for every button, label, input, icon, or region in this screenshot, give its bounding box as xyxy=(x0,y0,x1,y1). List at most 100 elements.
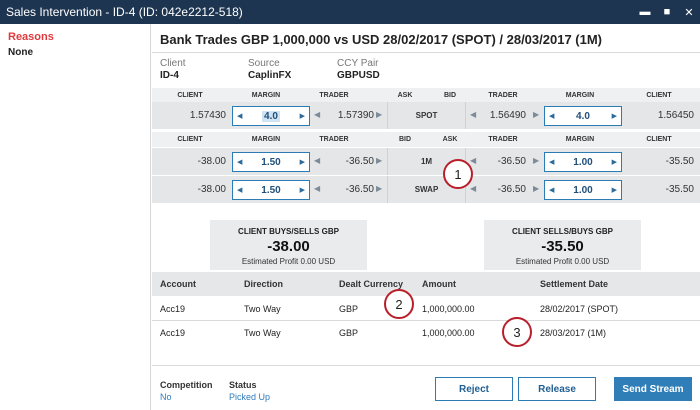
decrement-icon[interactable]: ◀ xyxy=(314,156,321,165)
settlement-cell: 28/02/2017 (SPOT) xyxy=(540,304,619,314)
table-row[interactable]: Acc19 Two Way GBP 1,000,000.00 28/03/201… xyxy=(152,321,700,344)
spot-trader-ask: 1.57390 xyxy=(337,110,374,121)
ccy-pair-value: GBPUSD xyxy=(337,70,380,81)
m1-trader-right: -36.50 xyxy=(497,156,526,167)
reject-button[interactable]: Reject xyxy=(435,377,513,401)
spot-label: SPOT xyxy=(415,111,438,120)
decrement-icon[interactable]: ◀ xyxy=(470,110,477,119)
divider xyxy=(387,176,388,203)
swap-trader-right: -36.50 xyxy=(497,184,526,195)
release-button[interactable]: Release xyxy=(518,377,596,401)
minimize-icon[interactable]: ▬ xyxy=(639,6,651,18)
competition-label: Competition xyxy=(160,380,213,390)
divider xyxy=(465,176,466,203)
increment-icon[interactable]: ▶ xyxy=(376,184,383,193)
m1-margin-right-value[interactable]: 1.00 xyxy=(573,156,593,168)
decrement-icon[interactable]: ◀ xyxy=(237,159,243,166)
currency-cell: GBP xyxy=(339,328,359,338)
client-sells-buys-summary: CLIENT SELLS/BUYS GBP -35.50 Estimated P… xyxy=(484,220,641,270)
direction-cell: Two Way xyxy=(244,328,281,338)
swap-margin-right-value[interactable]: 1.00 xyxy=(573,184,593,196)
spot-client-bid: 1.56450 xyxy=(657,110,694,121)
decrement-icon[interactable]: ◀ xyxy=(549,187,555,194)
spot-margin-ask-stepper[interactable]: ◀ 4.0 ▶ xyxy=(232,106,310,126)
ccy-pair-label: CCY Pair xyxy=(337,58,379,69)
summary-value: -35.50 xyxy=(541,238,584,255)
m1-trader-left: -36.50 xyxy=(345,156,374,167)
account-cell: Acc19 xyxy=(160,328,186,338)
col-dealt-currency: Dealt Currency xyxy=(339,279,404,289)
divider xyxy=(465,102,466,129)
col-ask: ASK xyxy=(442,136,458,143)
swap-margin-right-stepper[interactable]: ◀ 1.00 ▶ xyxy=(544,180,622,200)
decrement-icon[interactable]: ◀ xyxy=(549,159,555,166)
spot-margin-bid-value[interactable]: 4.0 xyxy=(576,110,590,122)
m1-client-right: -35.50 xyxy=(665,156,694,167)
increment-icon[interactable]: ▶ xyxy=(611,159,617,166)
swap-margin-left-stepper[interactable]: ◀ 1.50 ▶ xyxy=(232,180,310,200)
summary-profit: Estimated Profit 0.00 USD xyxy=(241,257,336,266)
swap-margin-left-value[interactable]: 1.50 xyxy=(261,184,281,196)
increment-icon[interactable]: ▶ xyxy=(533,184,540,193)
spot-margin-bid-stepper[interactable]: ◀ 4.0 ▶ xyxy=(544,106,622,126)
spot-margin-ask-value[interactable]: 4.0 xyxy=(262,110,280,122)
summary-profit: Estimated Profit 0.00 USD xyxy=(515,257,610,266)
increment-icon[interactable]: ▶ xyxy=(299,159,305,166)
summary-title: CLIENT SELLS/BUYS GBP xyxy=(512,227,613,236)
window-title: Sales Intervention - ID-4 (ID: 042e2212-… xyxy=(6,5,243,19)
client-value: ID-4 xyxy=(160,70,179,81)
swap-client-right: -35.50 xyxy=(665,184,694,195)
increment-icon[interactable]: ▶ xyxy=(611,187,617,194)
divider xyxy=(387,102,388,129)
source-value: CaplinFX xyxy=(248,70,292,81)
increment-icon[interactable]: ▶ xyxy=(533,110,540,119)
increment-icon[interactable]: ▶ xyxy=(533,156,540,165)
callout-marker: 3 xyxy=(502,317,532,347)
m1-margin-right-stepper[interactable]: ◀ 1.00 ▶ xyxy=(544,152,622,172)
status-value: Picked Up xyxy=(229,392,271,402)
client-buys-sells-summary: CLIENT BUYS/SELLS GBP -38.00 Estimated P… xyxy=(210,220,367,270)
decrement-icon[interactable]: ◀ xyxy=(237,113,243,120)
decrement-icon[interactable]: ◀ xyxy=(314,184,321,193)
col-ask: ASK xyxy=(397,92,413,99)
amount-cell: 1,000,000.00 xyxy=(422,328,475,338)
increment-icon[interactable]: ▶ xyxy=(376,110,383,119)
title-bar: Sales Intervention - ID-4 (ID: 042e2212-… xyxy=(0,0,700,24)
send-stream-button[interactable]: Send Stream xyxy=(614,377,692,401)
decrement-icon[interactable]: ◀ xyxy=(470,184,477,193)
direction-cell: Two Way xyxy=(244,304,281,314)
spot-header-row: CLIENT MARGIN TRADER ASK BID TRADER MARG… xyxy=(152,88,700,103)
swap-row: -38.00 ◀ 1.50 ▶ ◀ -36.50 ▶ SWAP ◀ -36.50… xyxy=(152,176,700,203)
increment-icon[interactable]: ▶ xyxy=(299,187,305,194)
table-row[interactable]: Acc19 Two Way GBP 1,000,000.00 28/02/201… xyxy=(152,297,700,320)
currency-cell: GBP xyxy=(339,304,359,314)
account-cell: Acc19 xyxy=(160,304,186,314)
one-month-row: -38.00 ◀ 1.50 ▶ ◀ -36.50 ▶ 1M ◀ -36.50 ▶… xyxy=(152,148,700,175)
maximize-icon[interactable]: ■ xyxy=(663,6,671,18)
col-trader: TRADER xyxy=(488,136,518,143)
col-settlement-date: Settlement Date xyxy=(540,279,609,289)
decrement-icon[interactable]: ◀ xyxy=(314,110,321,119)
summary-value: -38.00 xyxy=(267,238,310,255)
col-client: CLIENT xyxy=(177,92,203,99)
col-margin: MARGIN xyxy=(565,92,595,99)
decrement-icon[interactable]: ◀ xyxy=(549,113,555,120)
amount-cell: 1,000,000.00 xyxy=(422,304,475,314)
increment-icon[interactable]: ▶ xyxy=(299,113,305,120)
increment-icon[interactable]: ▶ xyxy=(611,113,617,120)
decrement-icon[interactable]: ◀ xyxy=(470,156,477,165)
close-icon[interactable]: ✕ xyxy=(684,6,694,19)
col-bid: BID xyxy=(443,92,457,99)
increment-icon[interactable]: ▶ xyxy=(376,156,383,165)
swap-header-row: CLIENT MARGIN TRADER BID ASK TRADER MARG… xyxy=(152,132,700,147)
col-client: CLIENT xyxy=(646,136,672,143)
swap-client-left: -38.00 xyxy=(197,184,226,195)
reason-item-none[interactable]: None xyxy=(8,47,33,58)
source-label: Source xyxy=(248,58,280,69)
main-panel: Bank Trades GBP 1,000,000 vs USD 28/02/2… xyxy=(152,24,700,410)
summary-title: CLIENT BUYS/SELLS GBP xyxy=(238,227,339,236)
m1-margin-left-value[interactable]: 1.50 xyxy=(261,156,281,168)
decrement-icon[interactable]: ◀ xyxy=(237,187,243,194)
m1-margin-left-stepper[interactable]: ◀ 1.50 ▶ xyxy=(232,152,310,172)
divider xyxy=(387,148,388,175)
